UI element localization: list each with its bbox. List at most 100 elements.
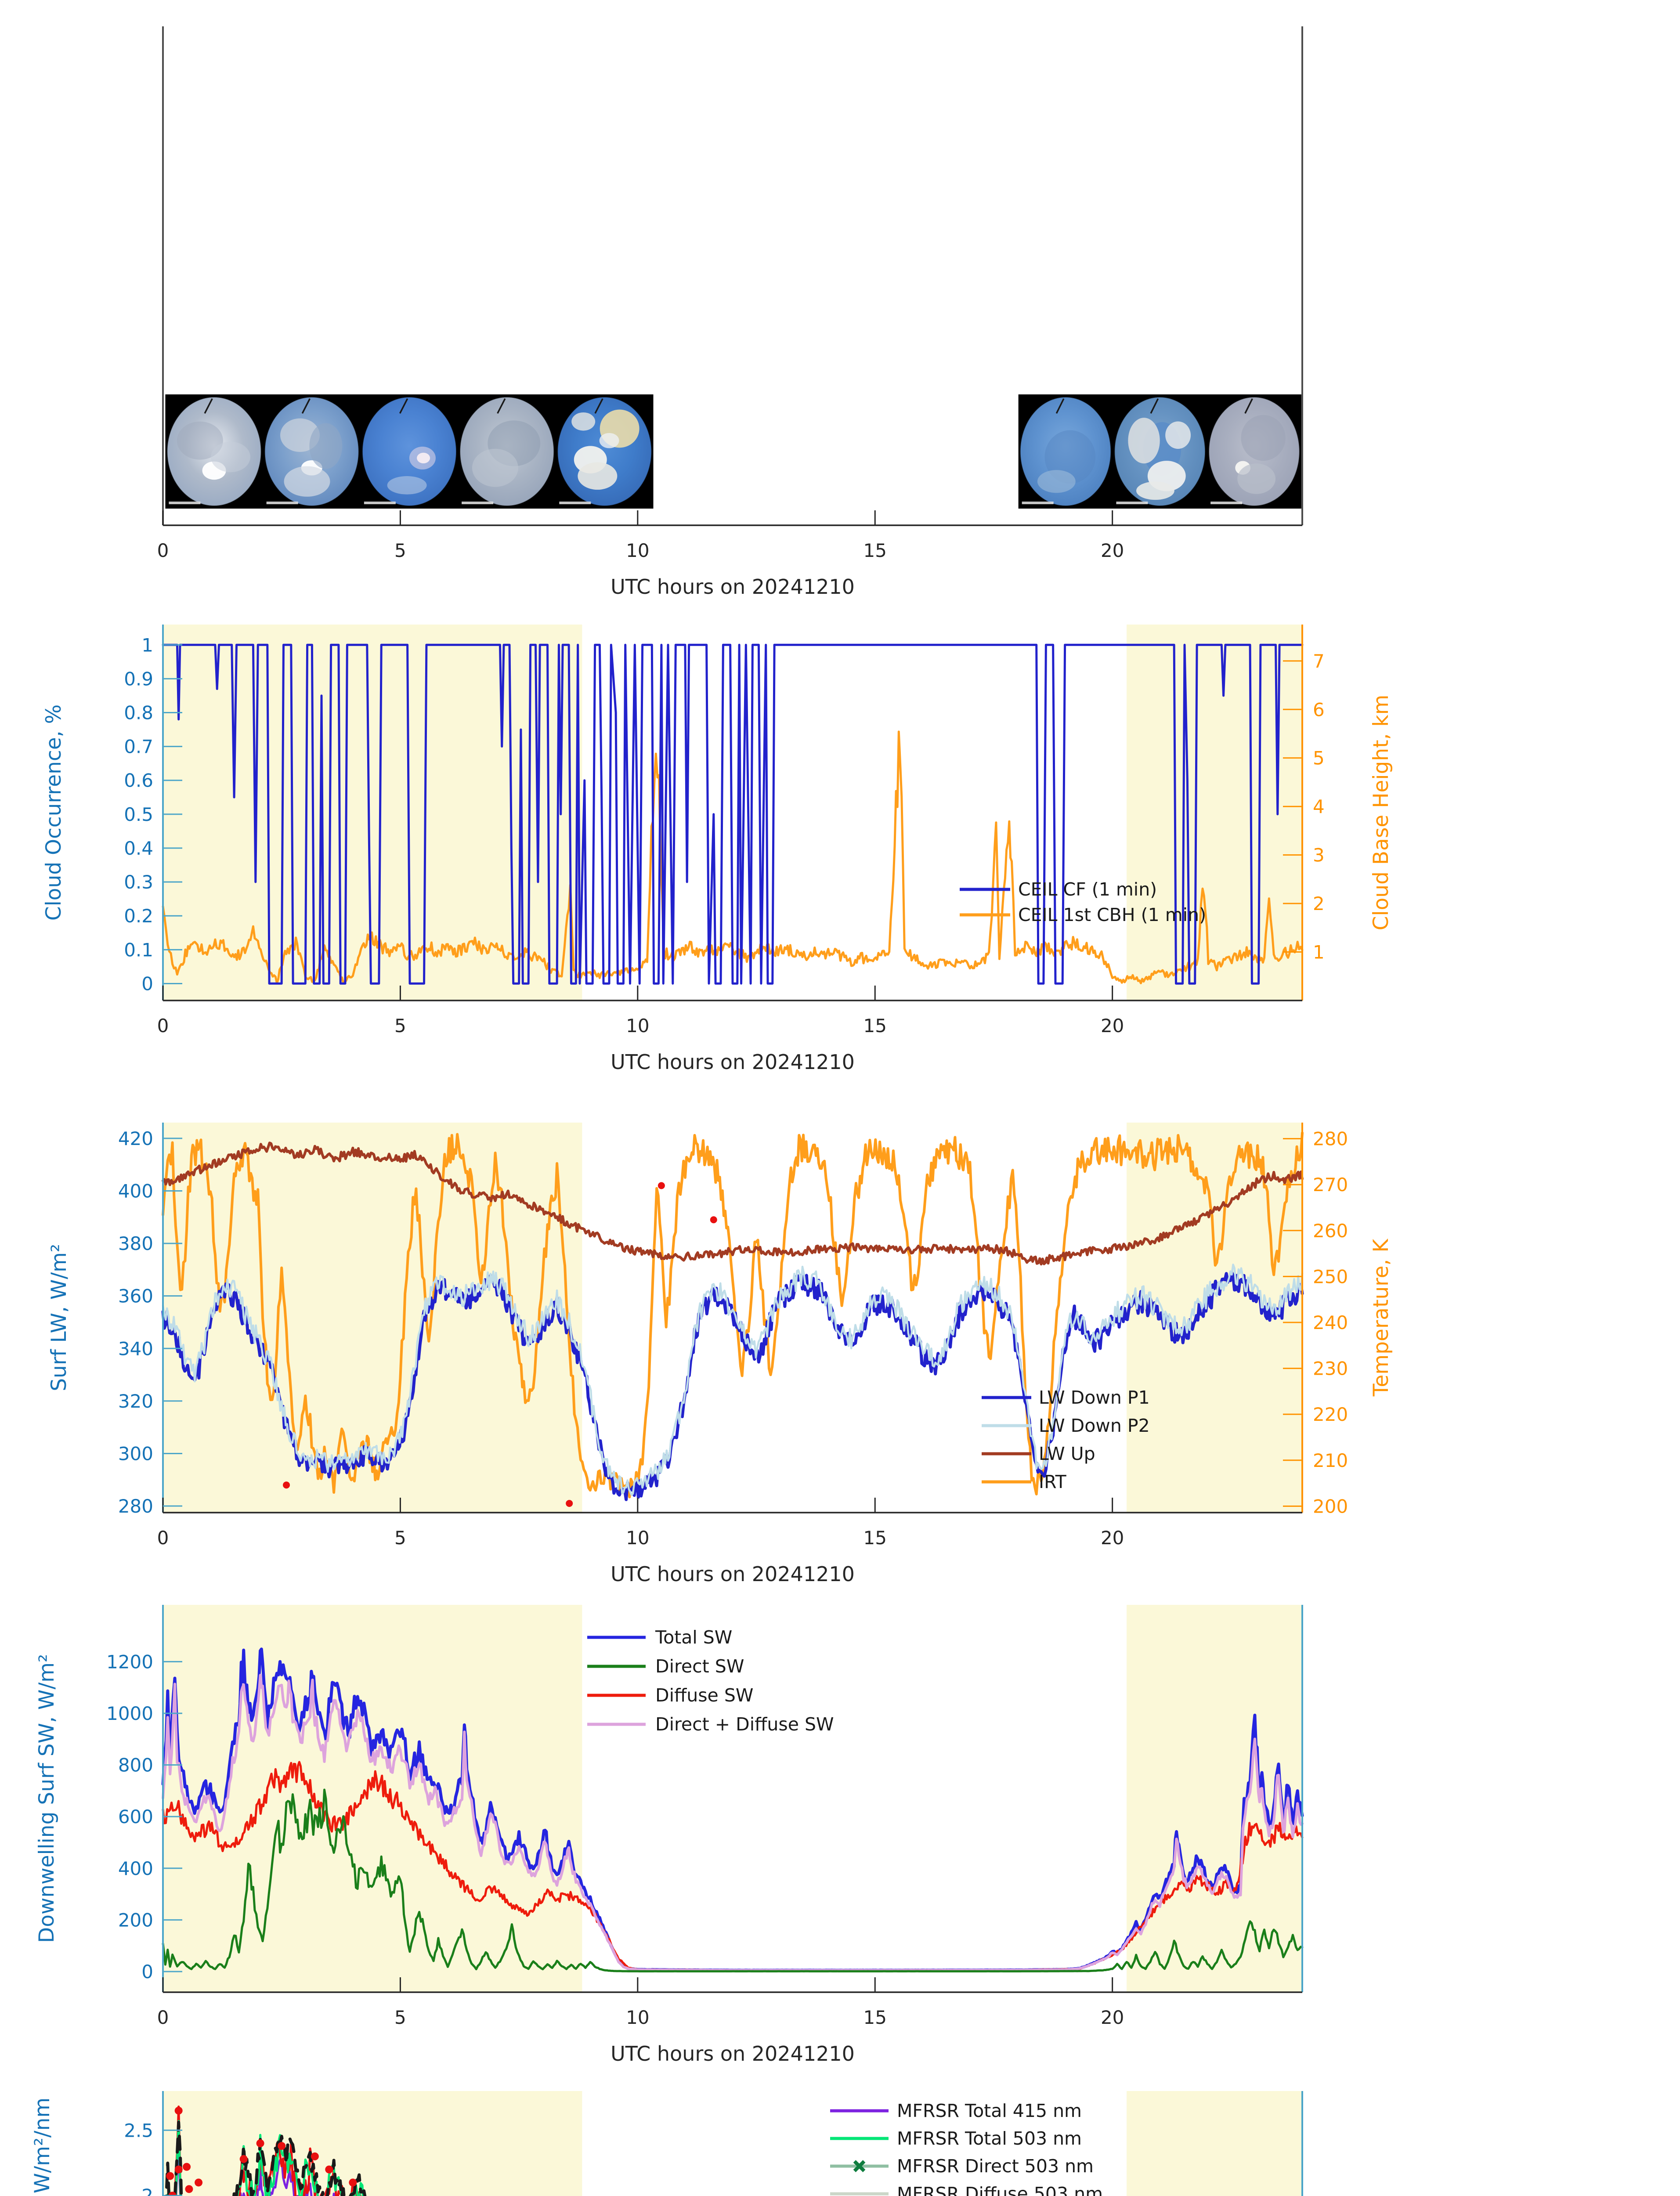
y-tick-label-left: 2 [141, 2185, 153, 2196]
x-tick-label: 10 [626, 540, 649, 561]
y-tick-label-right: 2 [1313, 893, 1325, 914]
y-tick-label-right: 210 [1313, 1450, 1348, 1471]
y-tick-label-left: 420 [118, 1128, 153, 1149]
timestamp-smudge [1116, 502, 1148, 504]
legend-label: CEIL 1st CBH (1 min) [1018, 904, 1206, 925]
legend-label: LW Down P1 [1039, 1387, 1150, 1408]
daylight-band [1127, 1605, 1302, 1992]
daylight-band [1127, 1123, 1302, 1513]
y-tick-label-right: 4 [1313, 796, 1325, 817]
legend-label: MFRSR Total 503 nm [897, 2128, 1082, 2149]
y-tick-label-left: 0.1 [124, 939, 153, 961]
y-axis-title-left: Surf LW, W/m² [47, 1244, 71, 1391]
cloud-blob [284, 466, 330, 497]
timestamp-smudge [364, 502, 396, 504]
panel-4: 0 5 10 15 20 UTC hours on 20241210 0 200 400 600 8… [35, 1605, 1304, 2066]
y-tick-label-right: 1 [1313, 942, 1325, 963]
legend-x-marker [853, 2160, 866, 2172]
camera-arm [594, 398, 603, 414]
y-tick-label-left: 0.6 [124, 770, 153, 791]
y-tick-label-left: 1 [141, 634, 153, 656]
cloud-blob [211, 441, 250, 473]
timestamp-smudge [462, 502, 494, 504]
marker-dot-p5_red_dots [183, 2163, 191, 2171]
y-tick-label-right: 230 [1313, 1358, 1348, 1380]
marker-dot-p5_red_dots [168, 2192, 177, 2196]
marker-dot-p5_red_dots [325, 2165, 333, 2174]
camera-arm [301, 398, 311, 414]
camera-arm [497, 398, 506, 414]
legend-label: Direct + Diffuse SW [655, 1714, 834, 1735]
timestamp-smudge [266, 502, 298, 504]
y-tick-label-right: 220 [1313, 1404, 1348, 1425]
y-axis-title-right: Temperature, K [1369, 1239, 1393, 1397]
x-axis-title: UTC hours on 20241210 [611, 575, 855, 599]
y-tick-label-left: 0.7 [124, 736, 153, 758]
sky-image-overcast-bright [166, 397, 262, 506]
marker-dot-p5_red_dots [278, 2142, 286, 2150]
x-tick-label: 20 [1101, 540, 1124, 561]
cloud-blob [309, 423, 343, 469]
y-tick-label-right: 5 [1313, 748, 1325, 769]
x-tick-label: 20 [1101, 1015, 1124, 1037]
y-tick-label-left: 400 [118, 1858, 153, 1879]
y-axis-title-right: Cloud Base Height, km [1369, 695, 1393, 931]
y-tick-label-right: 6 [1313, 699, 1325, 720]
x-axis-title: UTC hours on 20241210 [611, 1562, 855, 1586]
timestamp-smudge [1022, 502, 1054, 504]
cloud-blob [1128, 418, 1160, 464]
fisheye-sky-photo [362, 397, 457, 506]
series-sw_direct [162, 1788, 1304, 1972]
cloud-blob [1136, 481, 1174, 500]
panel-1: 0 5 10 15 20 UTC hours on 20241210 [157, 26, 1303, 599]
y-tick-label-left: 0.8 [124, 702, 153, 724]
y-tick-label-left: 0.9 [124, 668, 153, 690]
legend-label: MFRSR Diffuse 503 nm [897, 2183, 1103, 2196]
y-tick-label-left: 320 [118, 1391, 153, 1412]
y-tick-label-left: 0.4 [124, 838, 153, 859]
timestamp-smudge [169, 502, 201, 504]
legend-label: IRT [1039, 1471, 1067, 1492]
y-tick-label-left: 1200 [106, 1651, 153, 1672]
y-axis-title-left: Downwelling Surf SW, W/m² [35, 1654, 59, 1943]
marker-dot-p3_dots [658, 1182, 665, 1189]
marker-dot-p5_red_dots [311, 2152, 319, 2160]
y-tick-label-left: 1000 [106, 1703, 153, 1724]
marker-dot-p5_red_dots [185, 2185, 193, 2193]
cloud-blob [409, 446, 436, 470]
timestamp-smudge [559, 502, 591, 504]
x-axis-title: UTC hours on 20241210 [611, 1050, 855, 1074]
marker-dot-p5_red_dots [195, 2178, 203, 2187]
sky-image-cumulus-sunlit [557, 397, 652, 506]
y-tick-label-right: 240 [1313, 1312, 1348, 1333]
y-axis-title-left: Downwelling Narrowband, W/m²/nm [30, 2098, 54, 2196]
x-tick-label: 0 [157, 2007, 169, 2028]
fisheye-rim [361, 397, 457, 506]
camera-arm [1150, 398, 1159, 414]
x-tick-label: 15 [863, 540, 887, 561]
x-tick-label: 0 [157, 1015, 169, 1037]
timestamp-smudge [1210, 502, 1243, 504]
series-mdd503 [165, 2120, 367, 2196]
sky-image-patchy-clouds [264, 397, 359, 506]
legend-label: LW Down P2 [1039, 1415, 1150, 1436]
fisheye-rim [459, 397, 555, 506]
x-tick-label: 5 [394, 2007, 406, 2028]
y-axis-title-left: Cloud Occurrence, % [42, 704, 66, 921]
y-tick-label-left: 0.3 [124, 871, 153, 893]
x-tick-label: 0 [157, 540, 169, 561]
fisheye-rim [557, 397, 652, 506]
x-tick-label: 15 [863, 2007, 887, 2028]
x-tick-label: 5 [394, 1015, 406, 1037]
y-tick-label-left: 400 [118, 1180, 153, 1202]
camera-arm [204, 398, 213, 414]
cloud-blob [177, 421, 223, 460]
legend-label: MFRSR Total 415 nm [897, 2100, 1082, 2121]
x-axis-title: UTC hours on 20241210 [611, 2042, 855, 2066]
camera-arm [1244, 398, 1253, 414]
sky-image-clear-sun-glint [361, 397, 457, 506]
series-m673 [166, 2106, 361, 2196]
legend-label: MFRSR Direct 503 nm [897, 2156, 1094, 2177]
